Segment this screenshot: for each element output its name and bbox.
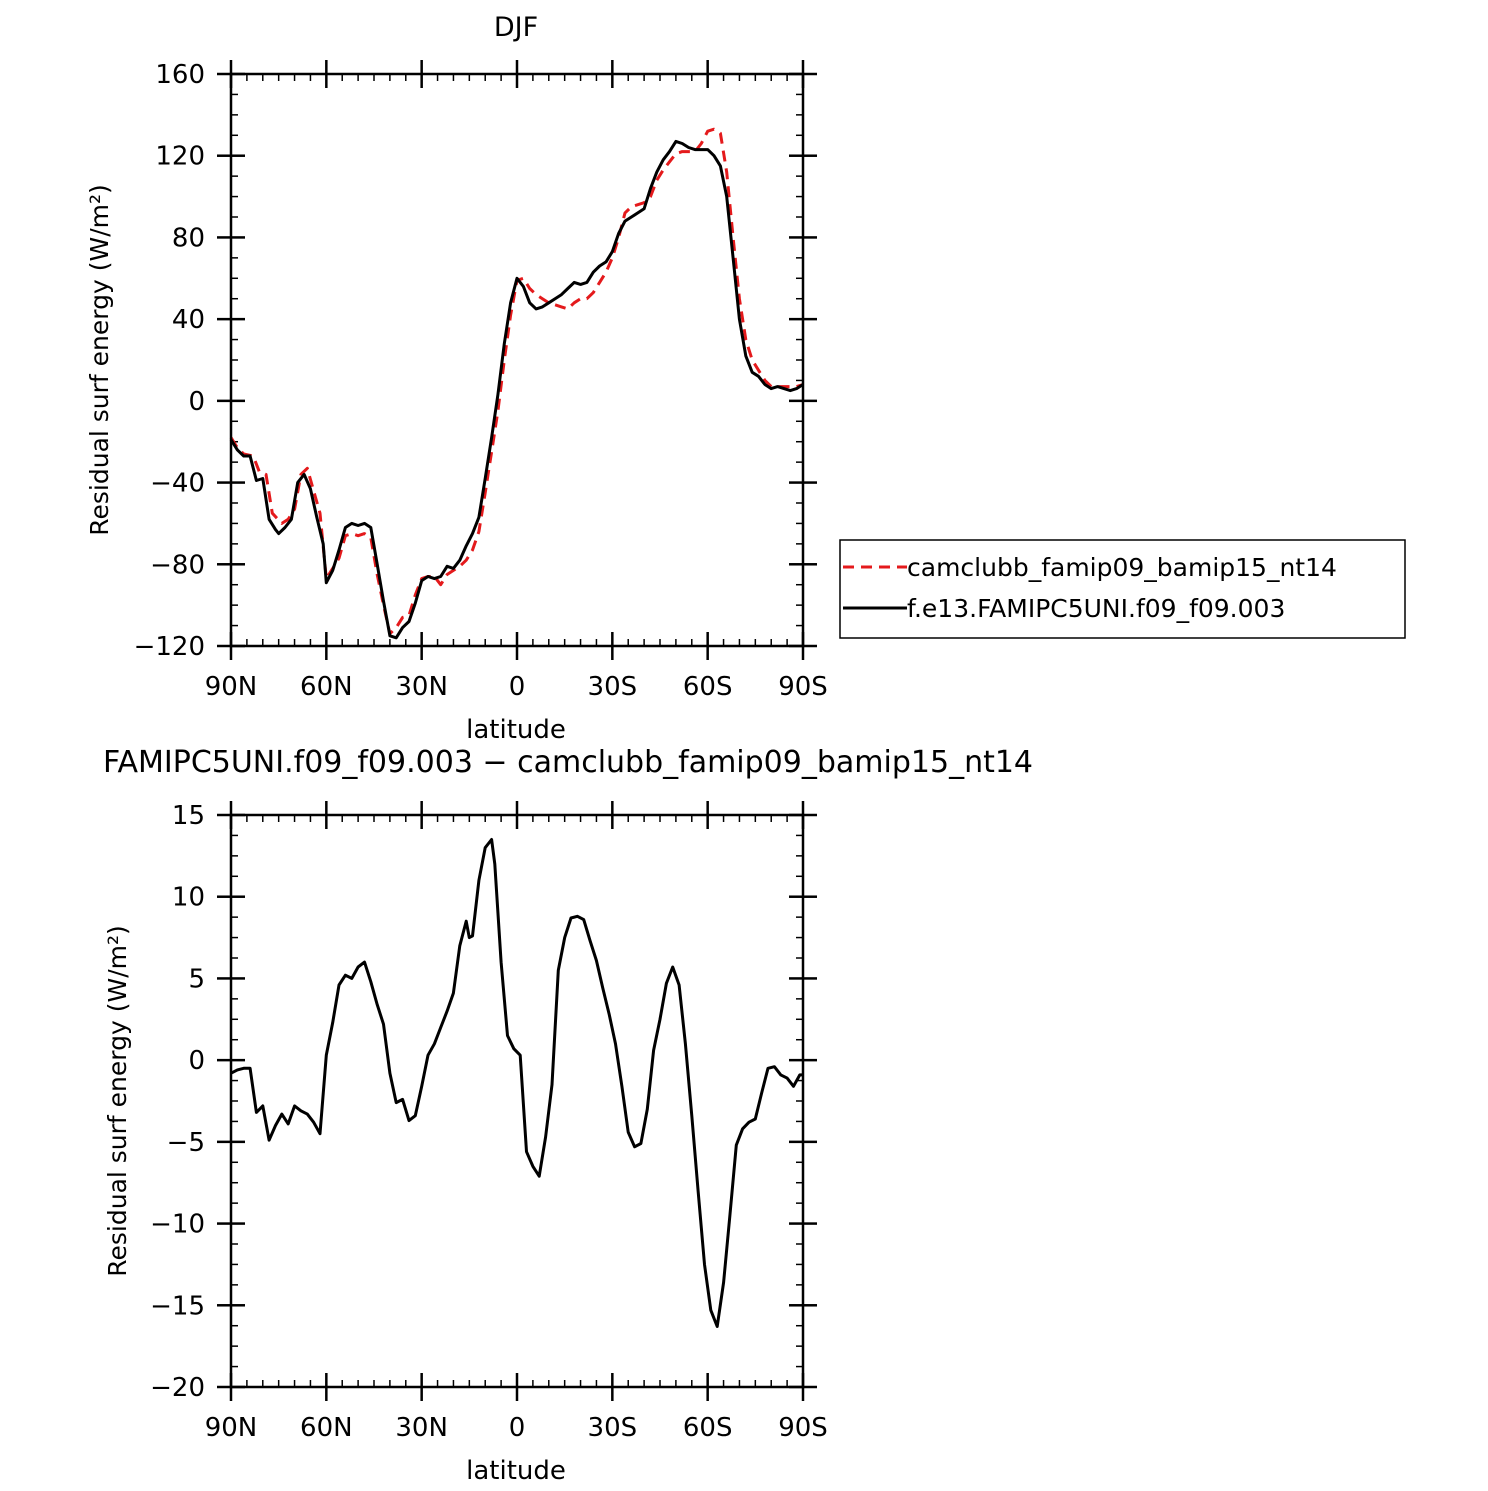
djf-panel: DJF 90N 60N 30N 0 30S 60S 90S −120 −80 −40 0 40 80 12… (85, 12, 1406, 745)
difference-y-tick-label: 0 (188, 1046, 205, 1076)
difference-x-tick-label: 30N (395, 1413, 448, 1443)
difference-x-tick-label: 30S (588, 1413, 638, 1443)
djf-y-axis-label: Residual surf energy (W/m²) (85, 184, 114, 536)
djf-y-tick-label: −80 (150, 550, 205, 580)
djf-y-tick-label: 80 (172, 223, 205, 253)
djf-y-tick-label: 0 (188, 387, 205, 417)
djf-y-tick-label: 40 (172, 305, 205, 335)
difference-x-tick-label: 60S (683, 1413, 733, 1443)
difference-series-line-difference (230, 838, 803, 1328)
djf-series-line-f-e13-famipc5uni-f09-f09-003 (229, 139, 804, 640)
difference-x-tick-label: 90N (205, 1413, 258, 1443)
difference-y-tick-label: −10 (150, 1210, 205, 1240)
difference-y-tick-label: 10 (172, 883, 205, 913)
difference-axes: 90N 60N 30N 0 30S 60S 90S −20 −15 −10 −5 0 5 10 15 (150, 801, 828, 1443)
djf-y-tick-label: 160 (155, 60, 205, 90)
difference-y-tick-label: −15 (150, 1291, 205, 1321)
djf-x-tick-label: 90S (778, 672, 828, 702)
djf-plot-frame (229, 72, 805, 648)
djf-x-tick-label: 60S (683, 672, 733, 702)
difference-x-tick-label: 90S (778, 1413, 828, 1443)
difference-chart-title: FAMIPC5UNI.f09_f09.003 − camclubb_famip0… (103, 745, 1033, 780)
legend-label-fe13: f.e13.FAMIPC5UNI.f09_f09.003 (907, 594, 1285, 623)
djf-chart-title: DJF (494, 12, 538, 43)
difference-x-tick-label: 60N (300, 1413, 353, 1443)
difference-y-tick-label: 15 (172, 801, 205, 831)
djf-x-tick-label: 30S (588, 672, 638, 702)
djf-x-tick-label: 60N (300, 672, 353, 702)
difference-panel: FAMIPC5UNI.f09_f09.003 − camclubb_famip0… (103, 745, 1033, 1486)
djf-x-axis-label: latitude (466, 715, 566, 745)
difference-y-tick-label: −5 (167, 1128, 205, 1158)
djf-series-lines (229, 127, 804, 640)
djf-y-tick-label: −40 (150, 469, 205, 499)
difference-x-tick-label: 0 (509, 1413, 526, 1443)
legend-box (839, 539, 1406, 639)
djf-x-tick-label: 90N (205, 672, 258, 702)
legend: camclubb_famip09_bamip15_nt14 f.e13.FAMI… (839, 539, 1406, 639)
legend-label-camclubb: camclubb_famip09_bamip15_nt14 (907, 553, 1337, 582)
djf-y-tick-label: −120 (134, 632, 205, 662)
difference-y-tick-label: −20 (150, 1373, 205, 1403)
difference-plot-frame (229, 813, 805, 1389)
difference-y-axis-label: Residual surf energy (W/m²) (103, 925, 132, 1277)
djf-x-tick-label: 0 (509, 672, 526, 702)
difference-series-lines (230, 838, 803, 1328)
djf-y-tick-label: 120 (155, 142, 205, 172)
djf-series-line-camclubb-famip09-bamip15-nt14 (229, 127, 804, 636)
difference-x-axis-label: latitude (466, 1456, 566, 1486)
djf-x-tick-label: 30N (395, 672, 448, 702)
difference-y-tick-label: 5 (188, 964, 205, 994)
